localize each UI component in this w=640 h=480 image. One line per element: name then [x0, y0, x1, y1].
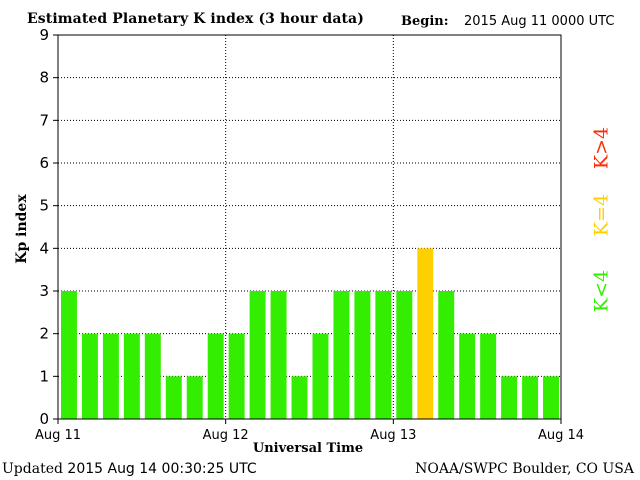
y-tick-label: 9 [39, 26, 49, 44]
x-tick-label: Aug 14 [538, 428, 584, 443]
y-tick-label: 5 [39, 197, 49, 215]
plot-frame [57, 34, 562, 420]
x-tick-label: Aug 13 [370, 428, 416, 443]
kp-bar [480, 333, 497, 419]
x-tick-label: Aug 11 [35, 428, 81, 443]
chart-title: Estimated Planetary K index (3 hour data… [27, 11, 364, 27]
legend-k-below-4: K<4 [590, 269, 613, 313]
kp-bar [102, 333, 119, 419]
legend-k-above-4: K>4 [590, 126, 613, 170]
y-tick-label: 3 [39, 282, 49, 300]
y-tick-label: 0 [39, 410, 49, 428]
kp-bar [438, 291, 455, 419]
y-tick-label: 7 [39, 111, 49, 129]
kp-bar [291, 376, 308, 419]
y-tick-label: 1 [39, 367, 49, 385]
y-tick-label: 2 [39, 325, 49, 343]
kp-bar [249, 291, 266, 419]
y-tick-label: 4 [39, 239, 49, 257]
kp-bar [333, 291, 350, 419]
kp-bar [207, 333, 224, 419]
kp-bar [501, 376, 518, 419]
kp-bar [270, 291, 287, 419]
kp-bar [522, 376, 539, 419]
begin-value: 2015 Aug 11 0000 UTC [464, 14, 615, 29]
x-tick-label: Aug 12 [203, 428, 249, 443]
kp-bar [81, 333, 98, 419]
updated-label: Updated [2, 461, 63, 477]
kp-bar [543, 376, 559, 419]
kp-bar [459, 333, 476, 419]
kp-bar [144, 333, 161, 419]
y-axis-label: Kp index [14, 194, 30, 264]
x-axis-label: Universal Time [252, 441, 364, 456]
kp-bar [417, 248, 434, 419]
kp-bar [123, 333, 140, 419]
begin-label: Begin: [401, 14, 449, 29]
kp-bar [354, 291, 371, 419]
kp-bar [312, 333, 329, 419]
kp-bar [396, 291, 413, 419]
legend-k-equal-4: K=4 [590, 193, 613, 237]
y-tick-label: 8 [39, 69, 49, 87]
kp-bar [165, 376, 182, 419]
y-tick-label: 6 [39, 154, 49, 172]
credit-text: NOAA/SWPC Boulder, CO USA [415, 461, 634, 477]
kp-bar [375, 291, 392, 419]
kp-bar [186, 376, 203, 419]
kp-bar [228, 333, 245, 419]
updated-timestamp: Updated 2015 Aug 14 00:30:25 UTC [2, 462, 257, 476]
kp-bar [61, 291, 77, 419]
updated-value: 2015 Aug 14 00:30:25 UTC [67, 461, 257, 477]
